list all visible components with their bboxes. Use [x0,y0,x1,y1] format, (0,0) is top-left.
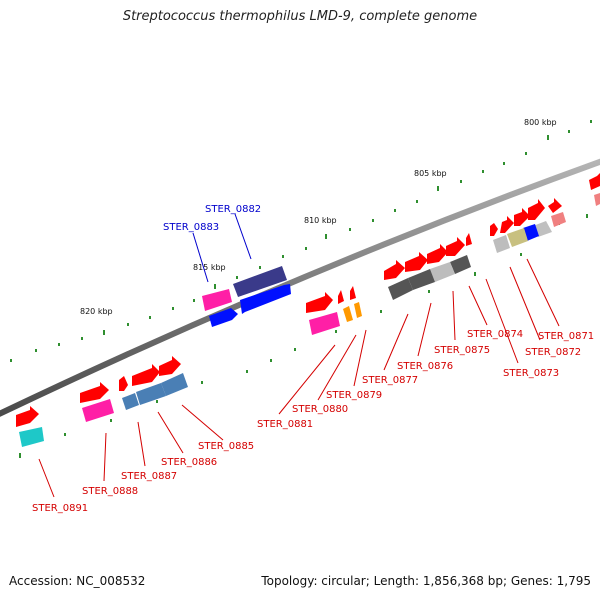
tick-major [325,234,327,239]
gene-arrow[interactable] [405,252,428,272]
tick-major [547,135,549,140]
gene-label-ster-0874[interactable]: STER_0874 [467,329,523,340]
genome-backbone [0,158,600,417]
gene-block-gray[interactable] [493,235,510,253]
accession-text: Accession: NC_008532 [9,574,146,588]
gene-block-blue[interactable] [523,224,539,241]
gene-arrow[interactable] [306,292,333,313]
gene-arrow[interactable] [16,406,39,427]
gene-block-dark[interactable] [388,278,413,300]
gene-label-ster-0880[interactable]: STER_0880 [292,404,348,415]
gene-block-magenta[interactable] [309,312,340,335]
gene-arrow[interactable] [119,376,128,391]
gene-block-orange[interactable] [343,306,353,322]
gene-block-purple[interactable] [233,266,287,297]
outer-arrow-track [16,173,600,427]
gene-block-steelblue[interactable] [136,383,166,405]
gene-block-dark[interactable] [450,255,471,274]
gene-block-steelblue[interactable] [122,393,139,410]
gene-arrow[interactable] [80,382,109,403]
gene-label-ster-0873[interactable]: STER_0873 [503,368,559,379]
gene-arrow[interactable] [589,173,600,190]
scale-label-815kbp: 815 kbp [193,263,226,272]
genome-summary: Topology: circular; Length: 1,856,368 bp… [261,574,591,588]
gene-label-group: STER_0871 STER_0872 STER_0873 STER_0874 … [32,204,594,514]
gene-label-ster-0879[interactable]: STER_0879 [326,390,382,401]
gene-block-pink[interactable] [594,193,600,206]
feature-block-track [19,193,600,447]
gene-block-magenta[interactable] [82,399,114,422]
gene-label-ster-0883[interactable]: STER_0883 [163,222,219,233]
gene-label-ster-0877[interactable]: STER_0877 [362,375,418,386]
scale-label-810kbp: 810 kbp [304,216,337,225]
tick-major [437,186,439,191]
gene-block-pink[interactable] [551,212,566,227]
outer-tick-track [10,120,592,362]
scale-label-820kbp: 820 kbp [80,307,113,316]
gene-label-ster-0887[interactable]: STER_0887 [121,471,177,482]
gene-arrow[interactable] [514,208,530,226]
gene-arrow[interactable] [427,244,448,264]
gene-block-olive[interactable] [507,228,528,247]
genes-text: Genes: 1,795 [510,574,591,588]
gene-block-orange[interactable] [354,302,362,318]
gene-label-ster-0876[interactable]: STER_0876 [397,361,453,372]
gene-label-ster-0891[interactable]: STER_0891 [32,503,88,514]
gene-label-ster-0886[interactable]: STER_0886 [161,457,217,468]
gene-arrow[interactable] [446,237,465,256]
gene-block-magenta[interactable] [202,289,232,311]
scale-label-800kbp: 800 kbp [524,118,557,127]
gene-arrow[interactable] [528,199,545,220]
length-text: Length: 1,856,368 bp; [373,574,508,588]
gene-block-dark[interactable] [408,269,435,290]
gene-arrow[interactable] [350,286,356,300]
gene-arrow[interactable] [466,233,472,246]
tick-major [214,284,216,289]
gene-block-steelblue[interactable] [161,373,188,396]
gene-arrow[interactable] [548,198,562,213]
gene-label-ster-0888[interactable]: STER_0888 [82,486,138,497]
map-title: Streptococcus thermophilus LMD-9, comple… [122,9,478,24]
gene-block-cyan[interactable] [19,427,44,447]
gene-label-ster-0885[interactable]: STER_0885 [198,441,254,452]
topology-text: Topology: circular; [261,574,370,588]
gene-arrow-blue[interactable] [240,284,291,314]
gene-arrow[interactable] [490,223,498,236]
gene-label-ster-0882[interactable]: STER_0882 [205,204,261,215]
gene-arrow[interactable] [338,290,344,304]
label-leader-lines [38,213,560,498]
gene-arrow-blue[interactable] [209,308,238,327]
gene-arrow[interactable] [132,364,160,386]
gene-label-ster-0871[interactable]: STER_0871 [538,331,594,342]
gene-label-ster-0881[interactable]: STER_0881 [257,419,313,430]
gene-label-ster-0872[interactable]: STER_0872 [525,347,581,358]
gene-arrow[interactable] [159,356,181,376]
gene-arrow[interactable] [384,260,405,280]
scale-label-805kbp: 805 kbp [414,169,447,178]
tick-major [103,330,105,335]
gene-block-gray[interactable] [430,262,455,282]
gene-arrow[interactable] [500,216,514,233]
gene-label-ster-0875[interactable]: STER_0875 [434,345,490,356]
